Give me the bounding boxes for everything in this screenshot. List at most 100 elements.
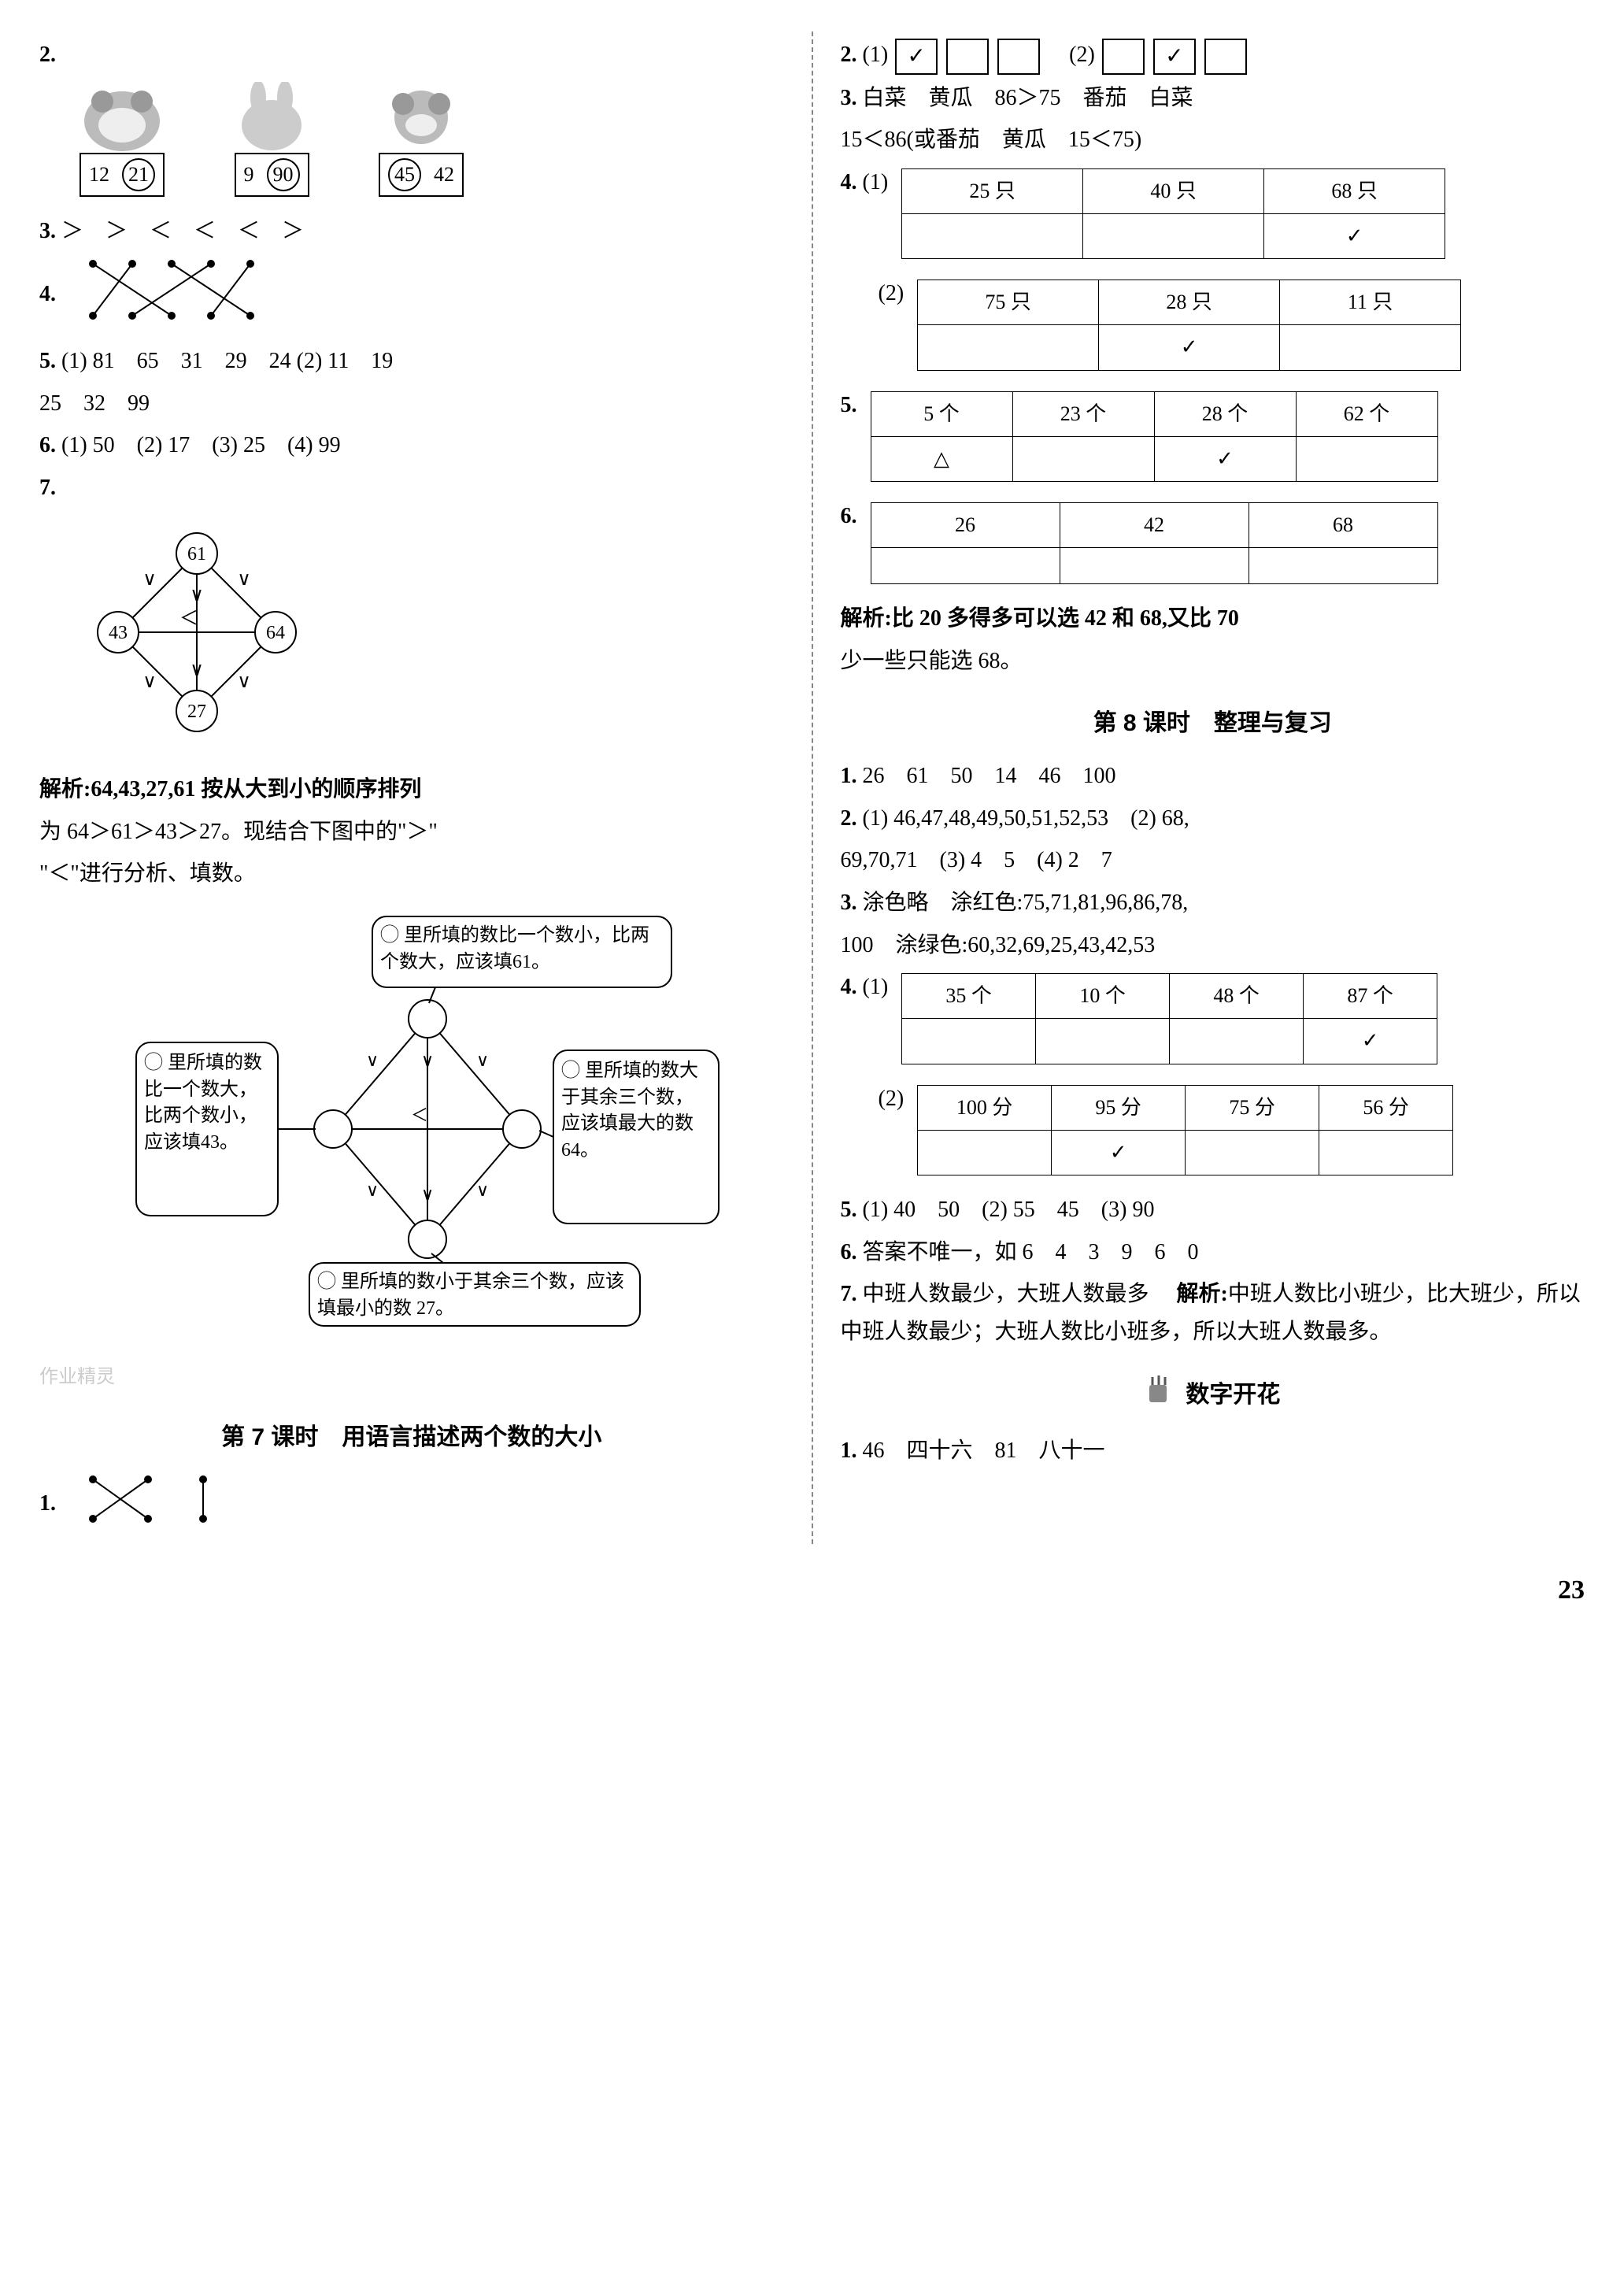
bubble-diagram: ∨∨ ∨∨ ∨∨ ＜ ◯ 里所填的数比一个数小，比两个 xyxy=(128,909,695,1346)
analysis-line: "＜"进行分析、填数。 xyxy=(39,855,784,893)
table-cell xyxy=(918,1130,1052,1175)
table-cell: 87 个 xyxy=(1304,974,1437,1019)
table-row: ✓ xyxy=(902,213,1445,258)
q5-line2: 25 32 99 xyxy=(39,385,784,423)
page-container: 2. 12 21 xyxy=(39,31,1585,1544)
table-cell: 68 xyxy=(1249,502,1437,547)
q3-answers: ＞ ＞ ＜ ＜ ＜ ＞ xyxy=(61,219,304,243)
s8-q4: 4. (1) 35 个 10 个 48 个 87 个 ✓ xyxy=(841,968,1585,1075)
table-cell: 23 个 xyxy=(1012,391,1154,436)
pair-a: 12 xyxy=(89,157,109,192)
node-top: 61 xyxy=(187,544,206,565)
table-row: 100 分 95 分 75 分 56 分 xyxy=(918,1085,1453,1130)
check-box xyxy=(997,39,1040,75)
svg-text:∨: ∨ xyxy=(366,1050,379,1070)
table-q6: 26 42 68 xyxy=(871,502,1438,584)
table-row: 35 个 10 个 48 个 87 个 xyxy=(902,974,1437,1019)
section-8-heading: 第 8 课时 整理与复习 xyxy=(841,703,1585,743)
q-number: 4. xyxy=(39,283,56,307)
watermark: 作业精灵 xyxy=(39,1361,784,1394)
table-cell xyxy=(1186,1130,1319,1175)
s8-q1-text: 26 61 50 14 46 100 xyxy=(863,764,1116,788)
svg-text:＜: ＜ xyxy=(179,609,198,629)
q5-part1: (1) 81 65 31 29 24 xyxy=(61,349,291,373)
q3-line: 3. ＞ ＞ ＜ ＜ ＜ ＞ xyxy=(39,213,784,250)
number-pair: 9 90 xyxy=(235,153,309,197)
table-row: ✓ xyxy=(918,325,1461,370)
q-number: 3. xyxy=(841,86,863,110)
bubble-top-text: ◯ 里所填的数比一个数小，比两个数大，应该填61。 xyxy=(380,923,664,976)
pair-b-circled: 90 xyxy=(267,158,300,191)
r-q3-l2: 15＜86(或番茄 黄瓜 15＜75) xyxy=(841,121,1585,159)
diamond-svg: 61 43 64 27 ∨∨ ∨∨ ∨∨ ＜ xyxy=(87,522,307,742)
analysis-line: 解析:64,43,27,61 按从大到小的顺序排列 xyxy=(39,771,784,809)
check-box xyxy=(946,39,989,75)
svg-text:∨: ∨ xyxy=(142,672,157,692)
match-lines-icon xyxy=(77,1472,219,1527)
q3-text: 白菜 黄瓜 86＞75 番茄 白菜 xyxy=(863,86,1193,110)
s8-q3-l2: 100 涂绿色:60,32,69,25,43,42,53 xyxy=(841,927,1585,964)
q-number: 6. xyxy=(841,504,863,528)
table-cell xyxy=(918,325,1099,370)
q-number: 6. xyxy=(39,433,61,457)
table-cell xyxy=(1036,1019,1170,1064)
table-row: 26 42 68 xyxy=(871,502,1437,547)
table-row: 75 只 28 只 11 只 xyxy=(918,280,1461,325)
table-cell: 40 只 xyxy=(1083,168,1264,213)
table-row: 25 只 40 只 68 只 xyxy=(902,168,1445,213)
table-cell: ✓ xyxy=(1052,1130,1186,1175)
svg-text:∨: ∨ xyxy=(366,1180,379,1200)
svg-text:∨: ∨ xyxy=(421,1050,434,1070)
column-divider xyxy=(812,31,813,1544)
table-cell: 35 个 xyxy=(902,974,1036,1019)
table-cell xyxy=(1319,1130,1453,1175)
s7-q1: 1. xyxy=(39,1472,784,1539)
r-q3: 3. 白菜 黄瓜 86＞75 番茄 白菜 xyxy=(841,80,1585,117)
table-cell: ✓ xyxy=(1099,325,1280,370)
q2-label2: (2) xyxy=(1069,43,1095,67)
s8-q2-l1: (1) 46,47,48,49,50,51,52,53 (2) 68, xyxy=(863,806,1189,831)
r-q4-2: (2) 75 只 28 只 11 只 ✓ xyxy=(841,275,1585,381)
q-number: 7. xyxy=(39,476,56,500)
table-cell: 56 分 xyxy=(1319,1085,1453,1130)
s8-q4-2: (2) 100 分 95 分 75 分 56 分 ✓ xyxy=(841,1080,1585,1187)
r-q6: 6. 26 42 68 xyxy=(841,498,1585,595)
table-row xyxy=(871,548,1437,584)
char-box: 12 21 xyxy=(71,82,173,197)
character-row: 12 21 9 90 xyxy=(71,82,784,197)
table-cell: ✓ xyxy=(1154,436,1296,481)
table-cell: 75 只 xyxy=(918,280,1099,325)
pair-b: 42 xyxy=(434,157,454,192)
table-cell xyxy=(902,1019,1036,1064)
flower-heading-text: 数字开花 xyxy=(1186,1382,1280,1408)
svg-text:∨: ∨ xyxy=(421,1184,434,1204)
q5-part2: (2) 11 19 xyxy=(297,349,394,373)
bubble-bottom-text: ◯ 里所填的数小于其余三个数，应该填最小的数 27。 xyxy=(317,1269,632,1322)
node-left: 43 xyxy=(109,623,128,643)
cartoon-icon xyxy=(71,82,173,161)
q2-row: 2. 12 21 xyxy=(39,36,784,197)
flower-heading: 数字开花 xyxy=(841,1374,1585,1418)
s8-q7: 7. 中班人数最少，大班人数最多 解析:中班人数比小班少，比大班少，所以中班人数… xyxy=(841,1275,1585,1350)
table-cell: 5 个 xyxy=(871,391,1012,436)
table-s8q4-1: 35 个 10 个 48 个 87 个 ✓ xyxy=(901,973,1437,1064)
table-row: △ ✓ xyxy=(871,436,1437,481)
analysis-line: 为 64＞61＞43＞27。现结合下图中的"＞" xyxy=(39,813,784,851)
check-box xyxy=(1102,39,1145,75)
cartoon-icon xyxy=(220,82,323,161)
svg-text:∨: ∨ xyxy=(237,569,251,590)
q6-line: 6. (1) 50 (2) 17 (3) 25 (4) 99 xyxy=(39,427,784,465)
cup-icon xyxy=(1145,1374,1173,1418)
svg-text:＜: ＜ xyxy=(411,1105,428,1125)
q-number: 1. xyxy=(39,1491,56,1516)
q-number: 4. xyxy=(841,170,863,194)
char-box: 45 42 xyxy=(370,82,472,197)
q-number: 5. xyxy=(841,1198,863,1222)
q7-line: 7. xyxy=(39,469,784,507)
table-cell xyxy=(1249,548,1437,584)
r-analysis: 解析:比 20 多得多可以选 42 和 68,又比 70 xyxy=(841,600,1585,638)
s8-q6: 6. 答案不唯一，如 6 4 3 9 6 0 xyxy=(841,1234,1585,1272)
flower-q1-text: 46 四十六 81 八十一 xyxy=(863,1438,1105,1463)
s8-q6-text: 答案不唯一，如 6 4 3 9 6 0 xyxy=(863,1240,1199,1264)
q-number: 1. xyxy=(841,1438,863,1463)
